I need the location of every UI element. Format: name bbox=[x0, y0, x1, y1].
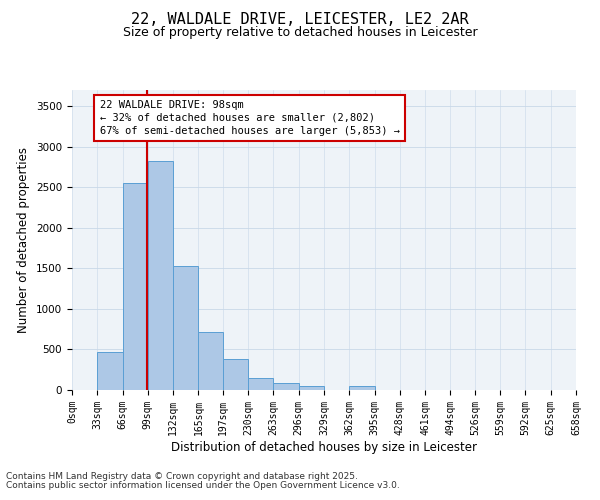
Text: 22, WALDALE DRIVE, LEICESTER, LE2 2AR: 22, WALDALE DRIVE, LEICESTER, LE2 2AR bbox=[131, 12, 469, 28]
Text: Contains public sector information licensed under the Open Government Licence v3: Contains public sector information licen… bbox=[6, 481, 400, 490]
Bar bbox=[274, 382, 299, 390]
Bar bbox=[349, 386, 374, 390]
Bar bbox=[97, 352, 122, 390]
Text: Size of property relative to detached houses in Leicester: Size of property relative to detached ho… bbox=[122, 26, 478, 39]
Text: 22 WALDALE DRIVE: 98sqm
← 32% of detached houses are smaller (2,802)
67% of semi: 22 WALDALE DRIVE: 98sqm ← 32% of detache… bbox=[100, 100, 400, 136]
Bar bbox=[148, 162, 173, 390]
Bar bbox=[173, 266, 199, 390]
Text: Contains HM Land Registry data © Crown copyright and database right 2025.: Contains HM Land Registry data © Crown c… bbox=[6, 472, 358, 481]
Bar bbox=[248, 378, 274, 390]
Bar bbox=[299, 386, 324, 390]
Bar bbox=[223, 359, 248, 390]
Bar bbox=[199, 332, 223, 390]
X-axis label: Distribution of detached houses by size in Leicester: Distribution of detached houses by size … bbox=[171, 440, 477, 454]
Y-axis label: Number of detached properties: Number of detached properties bbox=[17, 147, 31, 333]
Bar bbox=[122, 183, 148, 390]
